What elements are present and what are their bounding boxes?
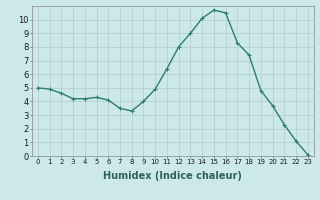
X-axis label: Humidex (Indice chaleur): Humidex (Indice chaleur) (103, 171, 242, 181)
